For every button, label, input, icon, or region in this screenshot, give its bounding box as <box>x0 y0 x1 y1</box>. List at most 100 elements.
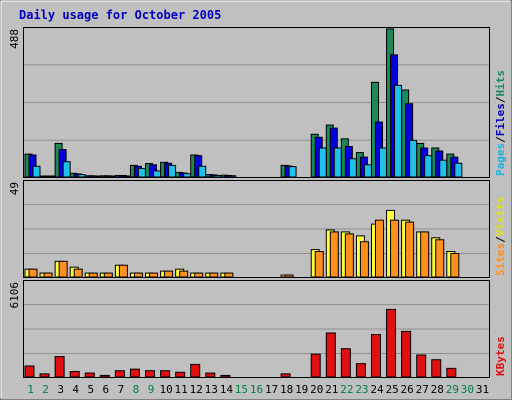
x-tick-label: 7 <box>118 383 125 396</box>
bar-pages <box>378 147 387 178</box>
x-tick-label: 30 <box>461 383 474 396</box>
bar-kbytes <box>145 370 156 378</box>
legend-kbytes: KBytes <box>494 336 507 376</box>
bar-pages <box>228 175 237 178</box>
bar-pages <box>333 147 342 178</box>
bar-sites <box>28 268 38 278</box>
bar-sites <box>374 219 384 278</box>
x-tick-label: 13 <box>205 383 218 396</box>
legend-label: Sites <box>494 243 507 276</box>
bar-sites <box>450 252 460 278</box>
bar-kbytes <box>24 365 35 378</box>
x-tick-label: 22 <box>340 383 353 396</box>
bar-kbytes <box>160 370 171 378</box>
y-max-label: 6106 <box>8 282 21 309</box>
bar-pages <box>439 159 448 178</box>
legend-separator: / <box>494 96 507 103</box>
legend-visits: Sites/Visits <box>494 197 507 277</box>
panel-traffic: 488 Pages/Files/Hits <box>8 27 507 178</box>
bar-kbytes <box>431 359 442 378</box>
bar-kbytes <box>401 330 412 378</box>
x-tick-label: 4 <box>72 383 79 396</box>
bar-kbytes <box>386 308 397 378</box>
x-tick-label: 24 <box>370 383 384 396</box>
bar-pages <box>107 175 116 178</box>
panel-kbytes: 6106 KBytes <box>8 280 507 378</box>
bar-sites <box>329 231 339 278</box>
bar-kbytes <box>205 372 216 378</box>
bar-sites <box>88 272 98 278</box>
bar-sites <box>179 270 189 278</box>
bar-sites <box>435 239 445 278</box>
bar-pages <box>288 166 297 178</box>
bar-kbytes <box>114 370 125 378</box>
bar-sites <box>103 272 113 278</box>
x-tick-label: 17 <box>265 383 278 396</box>
bar-pages <box>77 174 86 178</box>
bar-pages <box>168 164 177 178</box>
x-tick-label: 26 <box>401 383 414 396</box>
bar-kbytes <box>129 368 140 378</box>
bar-pages <box>198 165 207 178</box>
bar-pages <box>122 175 131 178</box>
x-tick-label: 29 <box>446 383 459 396</box>
x-tick-label: 14 <box>220 383 234 396</box>
y-max-label: 488 <box>8 29 21 49</box>
x-tick-label: 11 <box>175 383 188 396</box>
bar-kbytes <box>340 348 351 378</box>
x-tick-label: 27 <box>416 383 429 396</box>
x-tick-label: 25 <box>385 383 398 396</box>
bar-kbytes <box>220 374 231 378</box>
bar-kbytes <box>416 354 427 378</box>
y-max-label: 49 <box>8 182 21 195</box>
bar-sites <box>58 260 68 278</box>
bar-kbytes <box>355 363 366 378</box>
legend-separator: / <box>494 136 507 143</box>
bar-kbytes <box>84 372 95 378</box>
bar-kbytes <box>99 374 110 378</box>
bar-pages <box>409 139 418 178</box>
bar-pages <box>137 167 146 178</box>
x-tick-label: 19 <box>295 383 308 396</box>
x-tick-label: 1 <box>27 383 34 396</box>
plot-border <box>23 27 490 178</box>
legend-label: Visits <box>494 197 507 237</box>
x-tick-label: 5 <box>87 383 94 396</box>
bar-sites <box>149 272 159 278</box>
bar-sites <box>359 241 369 278</box>
x-tick-label: 6 <box>103 383 110 396</box>
bar-sites <box>420 231 430 278</box>
bar-pages <box>153 170 162 178</box>
bar-pages <box>62 161 71 178</box>
bar-pages <box>32 165 41 178</box>
bar-kbytes <box>310 353 321 378</box>
x-tick-label: 18 <box>280 383 293 396</box>
x-tick-label: 31 <box>476 383 489 396</box>
bar-sites <box>344 233 354 278</box>
x-tick-label: 15 <box>235 383 248 396</box>
bar-sites <box>43 272 53 278</box>
bar-pages <box>454 162 463 178</box>
bar-kbytes <box>280 373 291 378</box>
chart-panels: 488Pages/Files/Hits49Sites/Visits6106KBy… <box>8 27 507 378</box>
x-tick-label: 21 <box>325 383 338 396</box>
bar-pages <box>348 158 357 178</box>
legend-traffic: Pages/Files/Hits <box>494 70 507 176</box>
x-tick-label: 3 <box>57 383 64 396</box>
bar-pages <box>424 155 433 178</box>
bar-sites <box>390 219 400 278</box>
x-tick-label: 16 <box>250 383 263 396</box>
bar-sites <box>118 264 128 278</box>
bar-kbytes <box>39 373 50 378</box>
bar-kbytes <box>446 367 457 378</box>
x-tick-label: 8 <box>133 383 140 396</box>
plot-border <box>23 280 490 378</box>
bar-sites <box>224 272 234 278</box>
bar-sites <box>194 272 204 278</box>
panel-visits: 49 Sites/Visits <box>8 180 507 278</box>
legend-label: KBytes <box>494 336 507 376</box>
x-tick-label: 23 <box>355 383 368 396</box>
bar-pages <box>92 175 101 178</box>
x-tick-label: 28 <box>431 383 444 396</box>
